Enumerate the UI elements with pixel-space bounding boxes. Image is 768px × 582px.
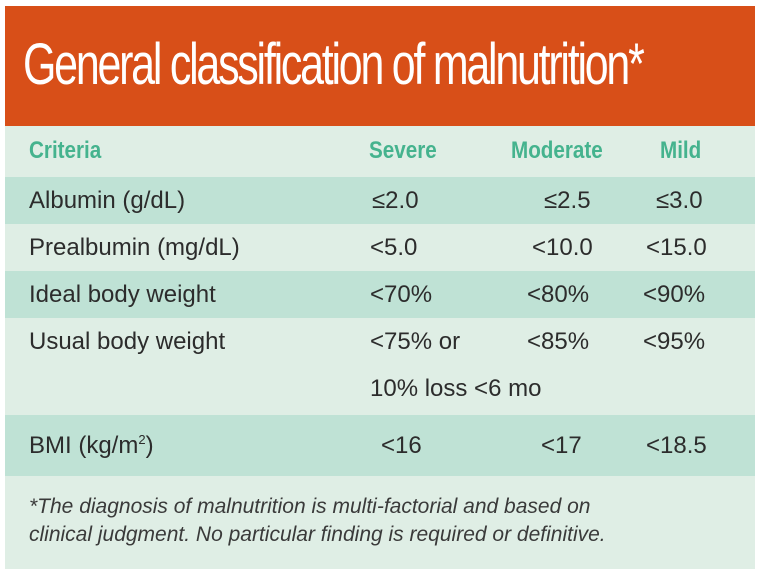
severe-value: <16: [381, 432, 422, 459]
severe-value: ≤2.0: [372, 187, 419, 214]
footnote: *The diagnosis of malnutrition is multi-…: [29, 495, 606, 546]
table-row: BMI (kg/m2) <16 <17 <18.5: [5, 415, 755, 476]
row-label: Albumin (g/dL): [29, 187, 186, 214]
row-label: Prealbumin (mg/dL): [29, 234, 240, 261]
column-header-mild: Mild: [660, 137, 702, 164]
moderate-value: <80%: [527, 281, 590, 308]
row-label: Ideal body weight: [29, 281, 216, 308]
row-label: Usual body weight: [29, 328, 226, 355]
severe-value-continued: 10% loss <6 mo: [370, 375, 542, 402]
table-row: Prealbumin (mg/dL) <5.0 <10.0 <15.0: [5, 224, 755, 271]
table-header-row: Criteria Severe Moderate Mild: [5, 126, 755, 177]
table-row: Usual body weight <75% or 10% loss <6 mo…: [5, 318, 755, 415]
mild-value: ≤3.0: [656, 187, 703, 214]
column-header-moderate: Moderate: [511, 137, 603, 164]
malnutrition-classification-card: General classification of malnutrition* …: [5, 6, 755, 569]
severe-value: <75% or: [370, 328, 461, 355]
mild-value: <15.0: [646, 234, 707, 261]
column-header-criteria: Criteria: [29, 137, 102, 164]
title-banner: General classification of malnutrition*: [5, 6, 755, 126]
moderate-value: <17: [541, 432, 582, 459]
column-header-severe: Severe: [369, 137, 437, 164]
mild-value: <95%: [643, 328, 706, 355]
page-title: General classification of malnutrition*: [23, 32, 645, 97]
row-label: BMI (kg/m2): [29, 432, 154, 459]
moderate-value: <85%: [527, 328, 590, 355]
mild-value: <90%: [643, 281, 706, 308]
severe-value: <5.0: [370, 234, 418, 261]
mild-value: <18.5: [646, 432, 707, 459]
table-row: Albumin (g/dL) ≤2.0 ≤2.5 ≤3.0: [5, 177, 755, 224]
moderate-value: <10.0: [532, 234, 593, 261]
superscript: 2: [138, 432, 146, 447]
severe-value: <70%: [370, 281, 433, 308]
table-row: Ideal body weight <70% <80% <90%: [5, 271, 755, 318]
moderate-value: ≤2.5: [544, 187, 591, 214]
